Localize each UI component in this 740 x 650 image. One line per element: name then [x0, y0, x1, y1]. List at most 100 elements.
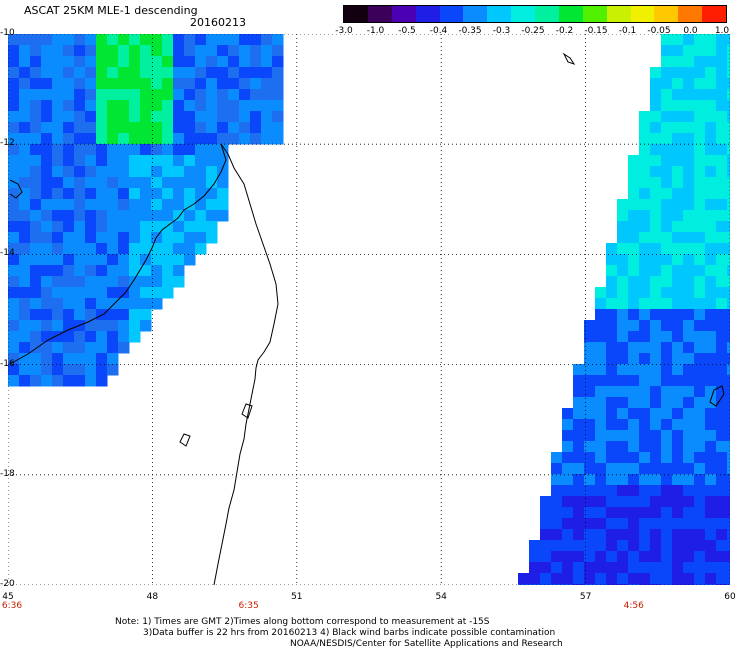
swath-cell	[683, 89, 695, 101]
swath-cell	[639, 320, 651, 332]
swath-cell	[107, 221, 119, 233]
swath-cell	[573, 430, 585, 442]
swath-cell	[716, 155, 728, 167]
swath-cell	[727, 562, 730, 574]
swath-cell	[74, 67, 86, 79]
swath-cell	[683, 276, 695, 288]
swath-cell	[63, 243, 75, 255]
swath-cell	[661, 188, 673, 200]
swath-cell	[727, 342, 730, 354]
swath-cell	[19, 111, 31, 123]
swath-cell	[661, 353, 673, 365]
swath-cell	[184, 144, 196, 156]
swath-cell	[19, 342, 31, 354]
swath-cell	[716, 463, 728, 475]
swath-cell	[63, 199, 75, 211]
swath-cell	[650, 166, 662, 178]
swath-cell	[184, 78, 196, 90]
swath-cell	[573, 386, 585, 398]
west-swath	[8, 34, 284, 387]
swath-cell	[129, 100, 141, 112]
latitude-label: -10	[0, 28, 15, 38]
swath-cell	[661, 309, 673, 321]
swath-cell	[595, 408, 607, 420]
swath-cell	[617, 551, 629, 563]
swath-cell	[41, 78, 53, 90]
swath-cell	[716, 353, 728, 365]
swath-cell	[584, 551, 596, 563]
swath-cell	[672, 133, 684, 145]
swath-cell	[74, 122, 86, 134]
swath-cell	[30, 166, 42, 178]
swath-cell	[573, 540, 585, 552]
swath-cell	[628, 573, 640, 585]
swath-cell	[650, 408, 662, 420]
swath-cell	[672, 463, 684, 475]
swath-cell	[63, 188, 75, 200]
swath-cell	[628, 166, 640, 178]
swath-cell	[129, 243, 141, 255]
swath-cell	[8, 56, 20, 68]
swath-cell	[595, 342, 607, 354]
swath-cell	[716, 485, 728, 497]
swath-cell	[261, 89, 273, 101]
swath-cell	[206, 144, 218, 156]
swath-cell	[727, 573, 730, 585]
swath-cell	[107, 243, 119, 255]
swath-cell	[19, 375, 31, 387]
swath-cell	[705, 496, 717, 508]
swath-cell	[617, 474, 629, 486]
swath-cell	[694, 265, 706, 277]
swath-cell	[107, 298, 119, 310]
swath-cell	[617, 276, 629, 288]
swath-cell	[30, 67, 42, 79]
swath-cell	[562, 452, 574, 464]
swath-cell	[184, 67, 196, 79]
swath-cell	[716, 386, 728, 398]
swath-cell	[606, 309, 618, 321]
swath-cell	[705, 144, 717, 156]
swath-cell	[727, 232, 730, 244]
swath-cell	[661, 485, 673, 497]
swath-cell	[573, 485, 585, 497]
swath-cell	[650, 496, 662, 508]
swath-cell	[727, 166, 730, 178]
swath-cell	[573, 529, 585, 541]
swath-cell	[606, 441, 618, 453]
swath-cell	[30, 254, 42, 266]
swath-cell	[228, 78, 240, 90]
longitude-label: 54	[435, 592, 447, 602]
swath-cell	[8, 276, 20, 288]
swath-cell	[52, 199, 64, 211]
swath-cell	[650, 419, 662, 431]
swath-cell	[683, 78, 695, 90]
swath-cell	[195, 188, 207, 200]
swath-cell	[639, 243, 651, 255]
swath-cell	[639, 331, 651, 343]
swath-cell	[661, 386, 673, 398]
swath-cell	[19, 122, 31, 134]
swath-cell	[96, 353, 108, 365]
swath-cell	[184, 188, 196, 200]
swath-cell	[617, 210, 629, 222]
swath-cell	[584, 474, 596, 486]
swath-cell	[540, 551, 552, 563]
swath-cell	[650, 122, 662, 134]
swath-cell	[96, 100, 108, 112]
swath-cell	[85, 221, 97, 233]
swath-cell	[8, 166, 20, 178]
swath-cell	[672, 276, 684, 288]
swath-cell	[162, 78, 174, 90]
swath-cell	[672, 265, 684, 277]
swath-cell	[639, 551, 651, 563]
swath-cell	[606, 485, 618, 497]
swath-cell	[250, 56, 262, 68]
nosy-be-island	[9, 179, 23, 199]
swath-cell	[562, 463, 574, 475]
swath-cell	[118, 78, 130, 90]
swath-cell	[184, 166, 196, 178]
swath-cell	[683, 210, 695, 222]
swath-cell	[107, 78, 119, 90]
swath-cell	[41, 188, 53, 200]
swath-cell	[19, 276, 31, 288]
